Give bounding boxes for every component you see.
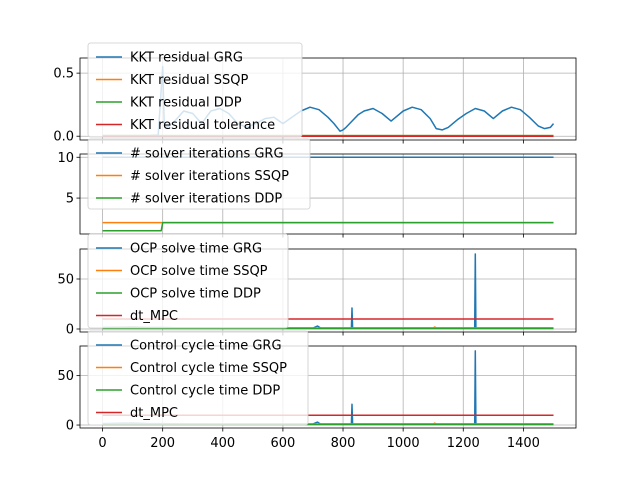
axes-frame xyxy=(79,57,577,141)
legend-label: OCP solve time DDP xyxy=(130,287,261,302)
legend-label: # solver iterations SSQP xyxy=(130,169,289,184)
legend-label: # solver iterations GRG xyxy=(130,147,284,162)
x-tick-label: 1200 xyxy=(447,436,480,451)
legend-label: OCP solve time GRG xyxy=(130,242,262,257)
legend-label: Control cycle time SSQP xyxy=(130,361,287,376)
axes-frame xyxy=(79,345,577,429)
legend: # solver iterations GRG # solver iteratio… xyxy=(87,138,311,210)
subplot-2: 510 # solver iterations GRG# solver itera… xyxy=(57,138,577,238)
y-tick-label: 0 xyxy=(66,419,74,434)
y-tick-label: 0 xyxy=(66,323,74,338)
legend-frame xyxy=(87,42,303,138)
x-tick-label: 1000 xyxy=(387,436,420,451)
legend: Control cycle time GRG Control cycle time… xyxy=(87,330,309,426)
y-tick-label: 5 xyxy=(66,192,74,207)
legend-frame xyxy=(87,138,311,210)
axes-frame xyxy=(79,153,577,235)
legend-label: OCP solve time SSQP xyxy=(130,264,268,279)
y-tick-label: 0.5 xyxy=(53,67,74,82)
legend-label: Control cycle time GRG xyxy=(130,339,282,354)
legend-frame xyxy=(87,330,309,426)
y-tick-label: 10 xyxy=(57,151,74,166)
y-tick-label: 50 xyxy=(57,369,74,384)
legend-label: # solver iterations DDP xyxy=(130,192,282,207)
legend-label: KKT residual GRG xyxy=(130,51,243,66)
legend: OCP solve time GRG OCP solve time SSQP OCP… xyxy=(87,233,289,329)
legend-label: dt_MPC xyxy=(130,406,178,421)
subplot-4: 0 50 0 200 400 600 800 1000 1200 1400 Control cycl… xyxy=(57,330,577,451)
x-tick-label: 200 xyxy=(150,436,175,451)
legend-label: KKT residual SSQP xyxy=(130,73,248,88)
legend-label: Control cycle time DDP xyxy=(130,384,280,399)
x-tick-label: 0 xyxy=(98,436,106,451)
axes-frame xyxy=(79,248,577,333)
legend-frame xyxy=(87,233,289,329)
x-tick-label: 600 xyxy=(270,436,295,451)
legend: KKT residual GRG KKT residual SSQP KKT res… xyxy=(87,42,303,138)
legend-label: dt_MPC xyxy=(130,309,178,324)
y-tick-label: 50 xyxy=(57,273,74,288)
y-tick-label: 0.0 xyxy=(53,130,74,145)
series-line-3 xyxy=(102,221,554,232)
x-tick-label: 1400 xyxy=(507,436,540,451)
x-tick-label: 800 xyxy=(331,436,356,451)
x-tick-label: 400 xyxy=(210,436,235,451)
subplot-3: 0 50 OCP solve time GRG OCP solve time SSQP… xyxy=(57,233,577,338)
legend-label: KKT residual tolerance xyxy=(130,118,275,133)
legend-label: KKT residual DDP xyxy=(130,96,242,111)
